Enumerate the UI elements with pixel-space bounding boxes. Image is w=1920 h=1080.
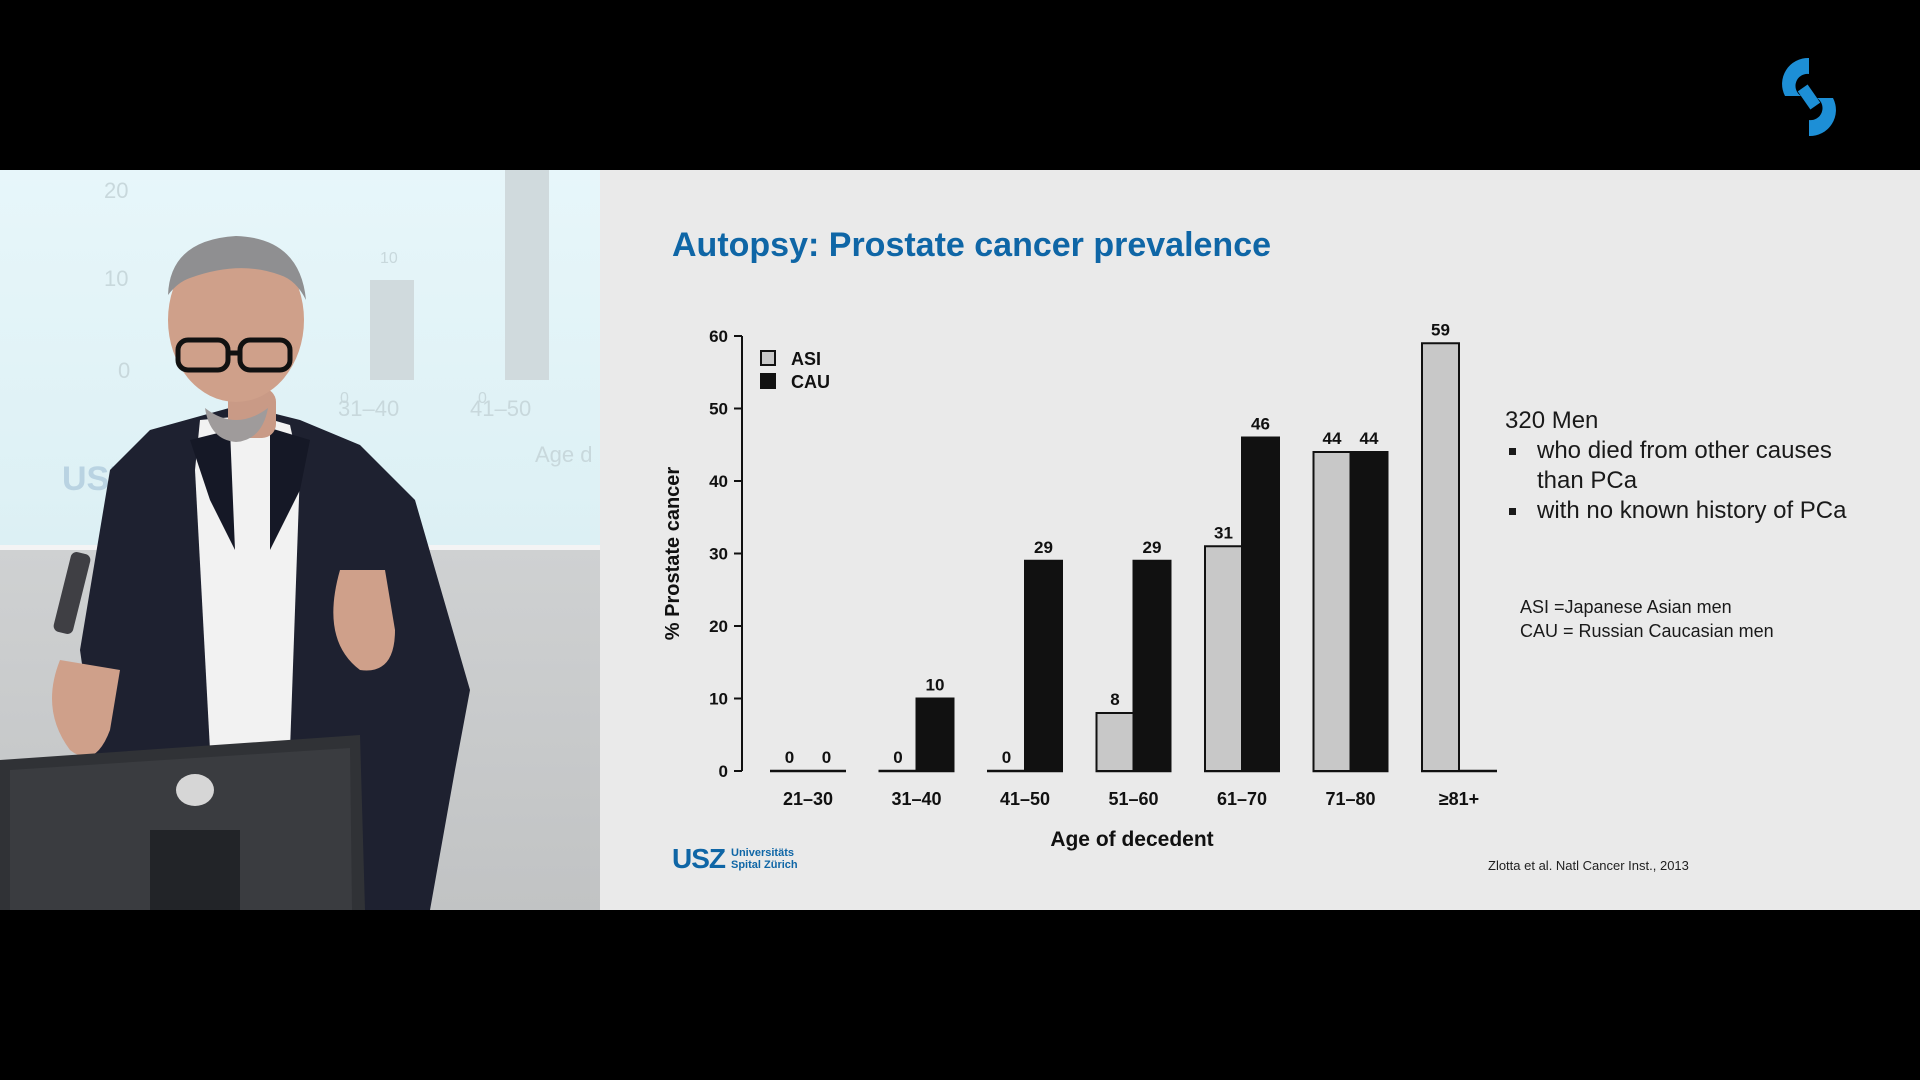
x-tick-label: ≥81+ [1439,789,1479,809]
bar-value-label: 44 [1360,429,1379,448]
presenter-video: 20 10 0 10 0 0 31–40 41–50 Age d USZ [0,170,600,910]
bar-cau [915,697,955,772]
bar-value-label: 0 [1002,748,1011,767]
y-tick-label: 40 [709,472,728,491]
bar-value-label: 0 [785,748,794,767]
study-bullet: with no known history of PCa [1505,496,1897,526]
ghost-tick: 20 [104,178,129,203]
bar-asi [1095,712,1135,772]
ghost-tick: 0 [118,358,131,383]
abbreviation-notes: ASI =Japanese Asian men CAU = Russian Ca… [1520,595,1774,643]
bar-cau [1132,559,1172,772]
x-tick-label: 41–50 [1000,789,1050,809]
x-axis-label: Age of decedent [1050,828,1213,851]
bullet-icon [1509,448,1516,455]
bar-asi [1421,342,1460,772]
x-tick-label: 61–70 [1217,789,1267,809]
study-info: 320 Men who died from other causes than … [1505,406,1897,526]
y-tick-label: 30 [709,545,728,564]
bar-value-label: 0 [822,748,831,767]
study-bullet-text: with no known history of PCa [1537,497,1847,524]
legend-swatch-asi [760,350,776,366]
bar-cau [1349,451,1389,772]
y-tick-label: 0 [719,762,728,781]
brand-logo-icon [1782,57,1836,137]
y-axis-label: % Prostate cancer [662,467,684,641]
bar-value-label: 59 [1431,320,1450,339]
usz-logo-line1: Universitäts [731,847,794,859]
bar-value-label: 29 [1034,538,1053,557]
x-tick-label: 31–40 [891,789,941,809]
bar-value-label: 44 [1323,429,1342,448]
bar-value-label: 46 [1251,415,1270,434]
bar-value-label: 29 [1143,538,1162,557]
legend-label: CAU [791,372,830,392]
usz-logo-line2: Spital Zürich [731,859,798,871]
bar-cau [1241,436,1280,772]
study-bullet: who died from other causes than PCa [1505,436,1857,496]
ghost-bar [505,170,549,380]
bullet-icon [1509,508,1516,515]
ghost-label: 0 [340,390,349,407]
bar-value-label: 0 [893,748,902,767]
abbreviation-cau: CAU = Russian Caucasian men [1520,621,1774,641]
usz-logo-text: Universitäts Spital Zürich [731,847,798,871]
x-tick-label: 71–80 [1325,789,1375,809]
x-tick-label: 51–60 [1108,789,1158,809]
ghost-label: 41–50 [470,396,532,421]
presenter-figure [0,236,470,910]
bar-asi [1312,451,1352,772]
ghost-label: 10 [380,250,398,267]
bar-chart: 0 10 20 30 40 50 60 % Prostate cancer 0 0 21–30 0 10… [662,320,1497,851]
study-bullet-text: who died from other causes than PCa [1537,437,1832,494]
ghost-label: 0 [478,390,487,407]
bar-cau [1024,559,1063,772]
y-tick-label: 10 [709,690,728,709]
ghost-bar [370,280,414,380]
legend-swatch-cau [760,373,776,389]
ghost-tick: 10 [104,266,129,291]
citation: Zlotta et al. Natl Cancer Inst., 2013 [1488,858,1689,873]
y-tick-label: 20 [709,617,728,636]
ghost-label: Age d [535,442,593,467]
legend-label: ASI [791,349,821,369]
presentation-slide: Autopsy: Prostate cancer prevalence 0 10 2… [600,170,1920,910]
slide-title: Autopsy: Prostate cancer prevalence [672,226,1272,264]
bar-value-label: 31 [1214,523,1233,542]
x-tick-label: 21–30 [783,789,833,809]
study-headline: 320 Men [1505,407,1599,434]
y-tick-label: 60 [709,327,728,346]
bar-asi [1204,545,1243,772]
usz-logo-mark: USZ [672,843,726,874]
bar-value-label: 8 [1110,690,1119,709]
y-tick-label: 50 [709,400,728,419]
usz-logo: USZ Universitäts Spital Zürich [672,843,798,875]
ghost-label: 31–40 [338,396,400,421]
bar-value-label: 10 [926,676,945,695]
abbreviation-asi: ASI =Japanese Asian men [1520,597,1732,617]
